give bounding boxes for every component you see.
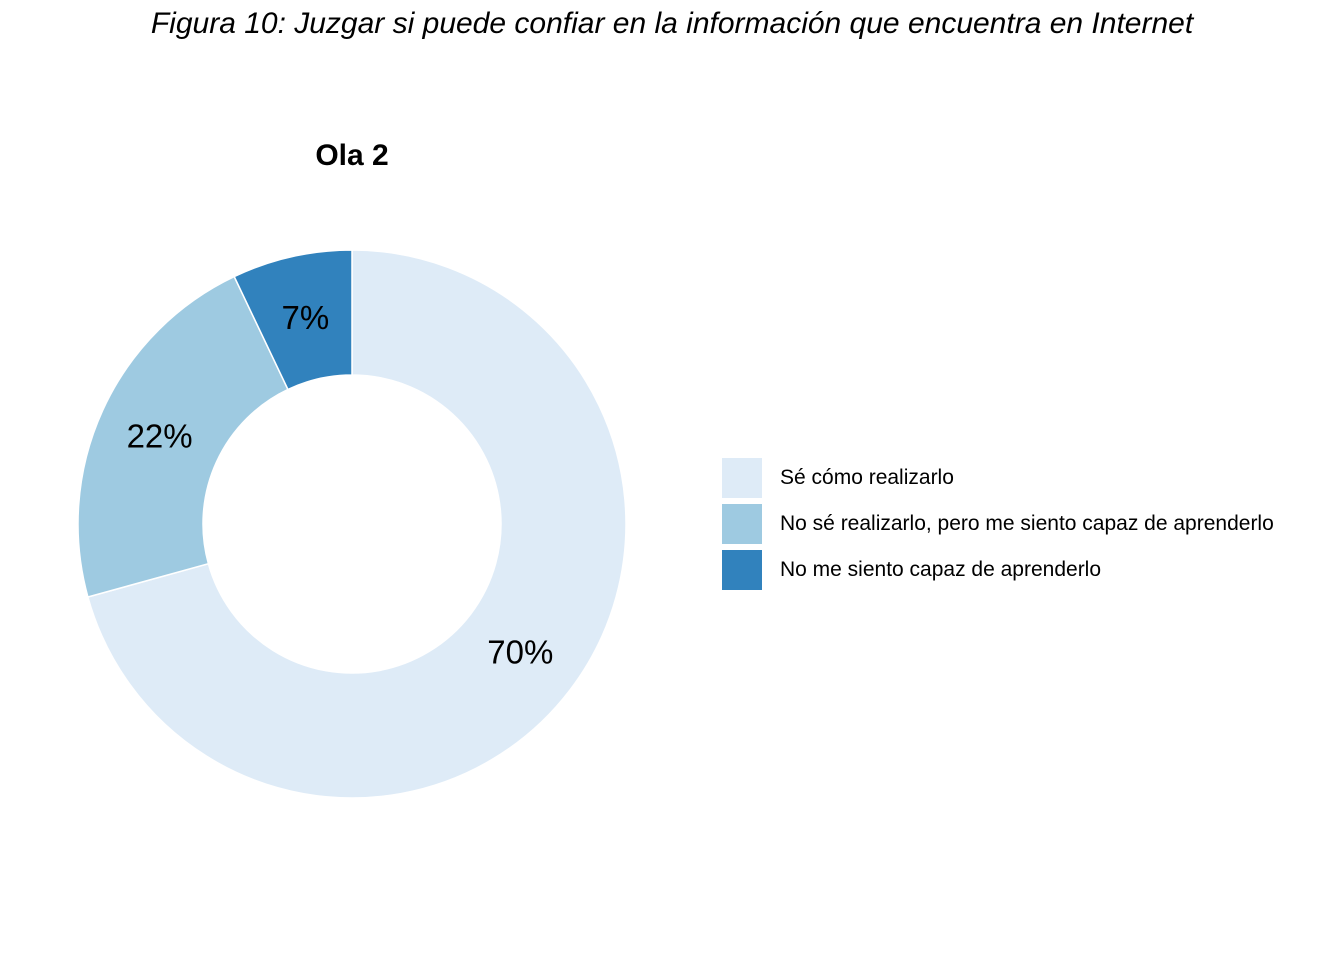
donut-slice-no-se-realizarlo-pero-me-siento-capaz-de-aprenderlo <box>77 275 289 598</box>
slice-value-label: 22% <box>127 418 193 455</box>
legend: Sé cómo realizarlo No sé realizarlo, pero… <box>722 458 1274 596</box>
slice-value-label: 70% <box>487 634 553 671</box>
chart-title: Ola 2 <box>315 139 388 172</box>
legend-swatch <box>722 504 762 544</box>
legend-label: No me siento capaz de aprenderlo <box>780 558 1102 581</box>
slice-value-label: 7% <box>282 299 330 336</box>
legend-item: No me siento capaz de aprenderlo <box>722 550 1274 590</box>
figure-title: Figura 10: Juzgar si puede confiar en la… <box>150 7 1194 40</box>
legend-swatch <box>722 550 762 590</box>
donut-slice-no-me-siento-capaz-de-aprenderlo <box>233 249 353 391</box>
donut-slices <box>77 249 627 799</box>
legend-item: Sé cómo realizarlo <box>722 458 1274 498</box>
legend-label: Sé cómo realizarlo <box>780 466 954 489</box>
legend-item: No sé realizarlo, pero me siento capaz d… <box>722 504 1274 544</box>
donut-slice-labels: 70% 22% 7% <box>127 299 554 670</box>
donut-slice-se-como-realizarlo <box>86 249 627 799</box>
legend-swatch <box>722 458 762 498</box>
legend-label: No sé realizarlo, pero me siento capaz d… <box>780 512 1274 535</box>
